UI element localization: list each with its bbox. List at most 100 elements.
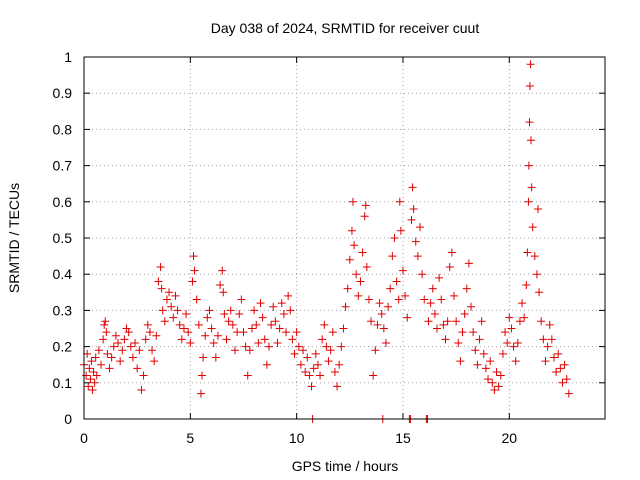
y-tick-label: 0.6 bbox=[53, 194, 73, 210]
data-point bbox=[85, 364, 94, 373]
data-point bbox=[241, 342, 250, 351]
data-point bbox=[139, 371, 148, 380]
data-point bbox=[190, 266, 199, 275]
data-point bbox=[83, 349, 92, 358]
data-point bbox=[496, 371, 505, 380]
data-point bbox=[560, 360, 569, 369]
data-point bbox=[118, 346, 127, 355]
data-point bbox=[447, 248, 456, 257]
data-point bbox=[296, 360, 305, 369]
data-point bbox=[218, 266, 227, 275]
data-point bbox=[433, 324, 442, 333]
data-point bbox=[528, 223, 537, 232]
data-point bbox=[503, 338, 512, 347]
data-point bbox=[494, 382, 503, 391]
data-point bbox=[91, 353, 100, 362]
data-point bbox=[364, 295, 373, 304]
data-point bbox=[228, 320, 237, 329]
y-tick-label: 1 bbox=[64, 49, 72, 65]
data-point bbox=[275, 324, 284, 333]
axis-ticks: 00.10.20.30.40.50.60.70.80.910 5 10 15 20 bbox=[53, 49, 605, 446]
data-point bbox=[539, 335, 548, 344]
data-point bbox=[141, 335, 150, 344]
data-point bbox=[394, 295, 403, 304]
data-point bbox=[337, 342, 346, 351]
data-point bbox=[479, 349, 488, 358]
data-point bbox=[343, 284, 352, 293]
data-point bbox=[520, 313, 529, 322]
data-point bbox=[441, 335, 450, 344]
data-point bbox=[122, 324, 131, 333]
data-point bbox=[452, 317, 461, 326]
data-point bbox=[209, 338, 218, 347]
data-point bbox=[388, 252, 397, 261]
data-point bbox=[526, 136, 535, 145]
data-point bbox=[173, 306, 182, 315]
data-point bbox=[213, 331, 222, 340]
data-point bbox=[86, 375, 95, 384]
data-point bbox=[545, 320, 554, 329]
data-point bbox=[222, 335, 231, 344]
data-point bbox=[201, 331, 210, 340]
data-point bbox=[260, 335, 269, 344]
data-point bbox=[307, 382, 316, 391]
data-point bbox=[328, 328, 337, 337]
data-point bbox=[403, 313, 412, 322]
data-point bbox=[313, 360, 322, 369]
y-tick-label: 0.3 bbox=[53, 302, 73, 318]
data-point bbox=[420, 295, 429, 304]
data-point bbox=[326, 346, 335, 355]
data-point bbox=[426, 299, 435, 308]
data-point bbox=[320, 320, 329, 329]
data-point bbox=[322, 342, 331, 351]
data-point bbox=[467, 302, 476, 311]
data-point bbox=[192, 295, 201, 304]
x-tick-label: 5 bbox=[186, 430, 194, 446]
data-point bbox=[196, 389, 205, 398]
data-point bbox=[398, 266, 407, 275]
data-point bbox=[157, 284, 166, 293]
data-point bbox=[460, 310, 469, 319]
data-point bbox=[219, 288, 228, 297]
data-point bbox=[303, 353, 312, 362]
data-point bbox=[245, 346, 254, 355]
data-point bbox=[333, 382, 342, 391]
data-point bbox=[484, 375, 493, 384]
data-point bbox=[386, 284, 395, 293]
data-point bbox=[549, 353, 558, 362]
data-point bbox=[469, 328, 478, 337]
data-point bbox=[203, 313, 212, 322]
data-point bbox=[492, 367, 501, 376]
data-point bbox=[498, 349, 507, 358]
data-point bbox=[284, 291, 293, 300]
data-point bbox=[407, 215, 416, 224]
data-point bbox=[558, 378, 567, 387]
data-point bbox=[301, 367, 310, 376]
data-point bbox=[473, 360, 482, 369]
data-point bbox=[114, 338, 123, 347]
data-point bbox=[182, 310, 191, 319]
data-point bbox=[309, 364, 318, 373]
data-point bbox=[379, 324, 388, 333]
x-tick-label: 20 bbox=[502, 430, 518, 446]
x-tick-label: 15 bbox=[395, 430, 411, 446]
data-point bbox=[237, 295, 246, 304]
data-point bbox=[524, 161, 533, 170]
data-point bbox=[299, 346, 308, 355]
data-point bbox=[135, 346, 144, 355]
data-point bbox=[408, 183, 417, 192]
data-point bbox=[525, 118, 534, 127]
data-point bbox=[177, 335, 186, 344]
y-tick-label: 0.7 bbox=[53, 158, 73, 174]
data-point bbox=[339, 324, 348, 333]
data-point bbox=[103, 349, 112, 358]
data-point bbox=[541, 357, 550, 366]
data-point bbox=[152, 331, 161, 340]
data-point bbox=[488, 378, 497, 387]
data-point bbox=[481, 364, 490, 373]
x-tick-label: 0 bbox=[80, 430, 88, 446]
data-point bbox=[154, 277, 163, 286]
data-point bbox=[277, 299, 286, 308]
data-point bbox=[288, 335, 297, 344]
data-point bbox=[345, 255, 354, 264]
